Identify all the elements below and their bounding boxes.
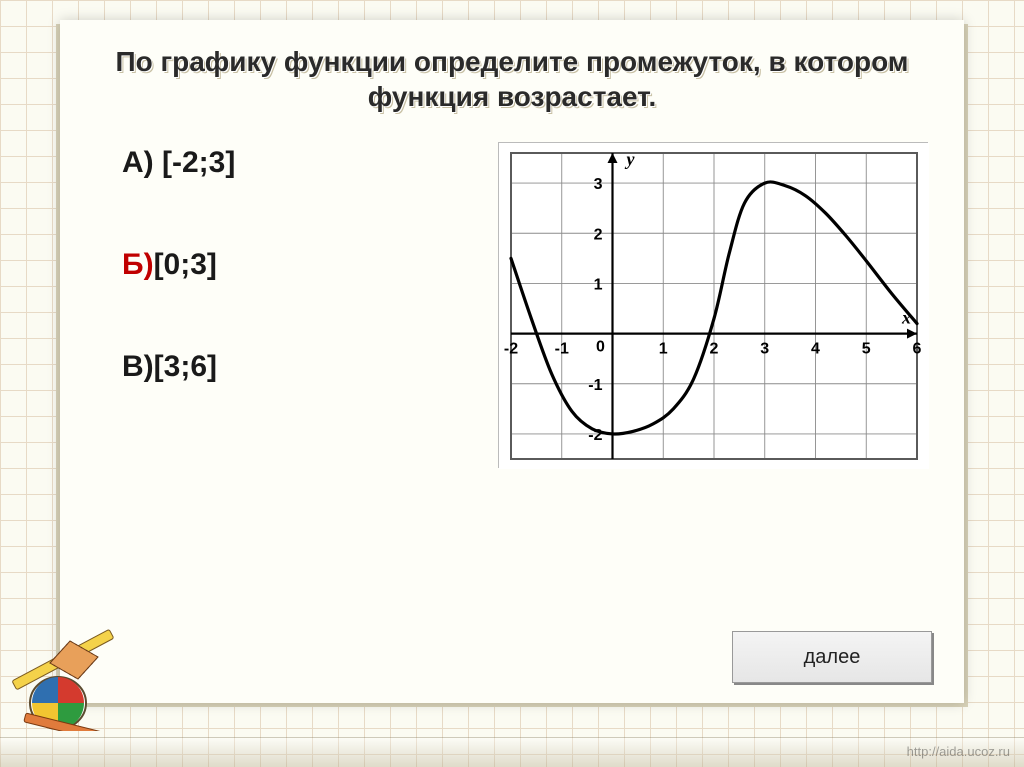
function-chart: -2-10123456-2-1123xy [498,142,928,468]
slide-paper: По графику функции определите промежуток… [60,20,964,703]
content-row: А) [-2;3] Б)[0;3] В)[3;6] -2-10123456-2-… [96,142,928,468]
footer-bar: http://aida.ucoz.ru [0,737,1024,767]
answer-text: [3;6] [154,350,217,383]
svg-text:3: 3 [760,341,769,358]
answer-option-a[interactable]: А) [-2;3] [122,146,396,180]
question-title: По графику функции определите промежуток… [96,44,928,114]
svg-text:-2: -2 [504,341,518,358]
svg-text:0: 0 [596,339,605,356]
svg-text:2: 2 [594,226,603,243]
svg-text:6: 6 [913,341,922,358]
next-button[interactable]: далее [732,631,932,683]
chart-container: -2-10123456-2-1123xy [436,142,928,468]
chart-svg: -2-10123456-2-1123xy [499,143,929,469]
svg-text:1: 1 [594,276,603,293]
supplies-decoration-icon [6,621,156,731]
svg-text:y: y [625,149,636,169]
svg-text:1: 1 [659,341,668,358]
svg-text:2: 2 [710,341,719,358]
answer-text: [0;3] [154,248,217,281]
answer-key: А) [122,146,154,179]
answer-option-b[interactable]: Б)[0;3] [122,248,396,282]
svg-text:4: 4 [811,341,820,358]
svg-text:-1: -1 [588,377,602,394]
svg-text:3: 3 [594,176,603,193]
svg-text:5: 5 [862,341,871,358]
source-link[interactable]: http://aida.ucoz.ru [907,744,1010,759]
answer-list: А) [-2;3] Б)[0;3] В)[3;6] [96,142,396,384]
answer-key: Б) [122,248,154,281]
answer-text: [-2;3] [154,146,236,179]
answer-key: В) [122,350,154,383]
answer-option-c[interactable]: В)[3;6] [122,350,396,384]
svg-text:-1: -1 [555,341,569,358]
